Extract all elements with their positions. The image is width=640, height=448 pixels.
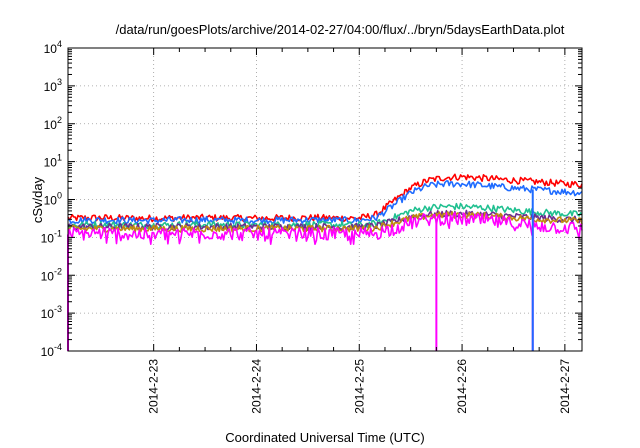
x-tick-label: 2014-2-23	[147, 359, 161, 414]
series-line-6	[67, 211, 583, 245]
x-axis-title: Coordinated Universal Time (UTC)	[225, 430, 424, 445]
y-tick-label: 10-2	[41, 266, 62, 283]
y-tick-label: 10-4	[41, 342, 62, 359]
grid	[68, 48, 582, 351]
y-tick-label: 103	[44, 77, 62, 94]
ticks: 10-4 10-3 10-2 10-1 100 101 102 103 104 2014-2-23…	[41, 39, 582, 414]
series-layer	[67, 173, 583, 351]
chart-title: /data/run/goesPlots/archive/2014-02-27/0…	[116, 22, 565, 37]
y-tick-label: 102	[44, 115, 62, 132]
y-tick-label: 10-1	[41, 228, 62, 245]
x-tick-label: 2014-2-27	[558, 359, 572, 414]
y-tick-label: 10-3	[41, 304, 62, 321]
y-tick-label: 104	[44, 39, 62, 56]
y-tick-label: 100	[44, 191, 62, 208]
x-tick-label: 2014-2-26	[455, 359, 469, 414]
y-tick-label: 101	[44, 153, 62, 170]
x-tick-label: 2014-2-25	[352, 359, 366, 414]
y-axis-title: cSv/day	[30, 176, 45, 223]
x-tick-label: 2014-2-24	[249, 359, 263, 414]
